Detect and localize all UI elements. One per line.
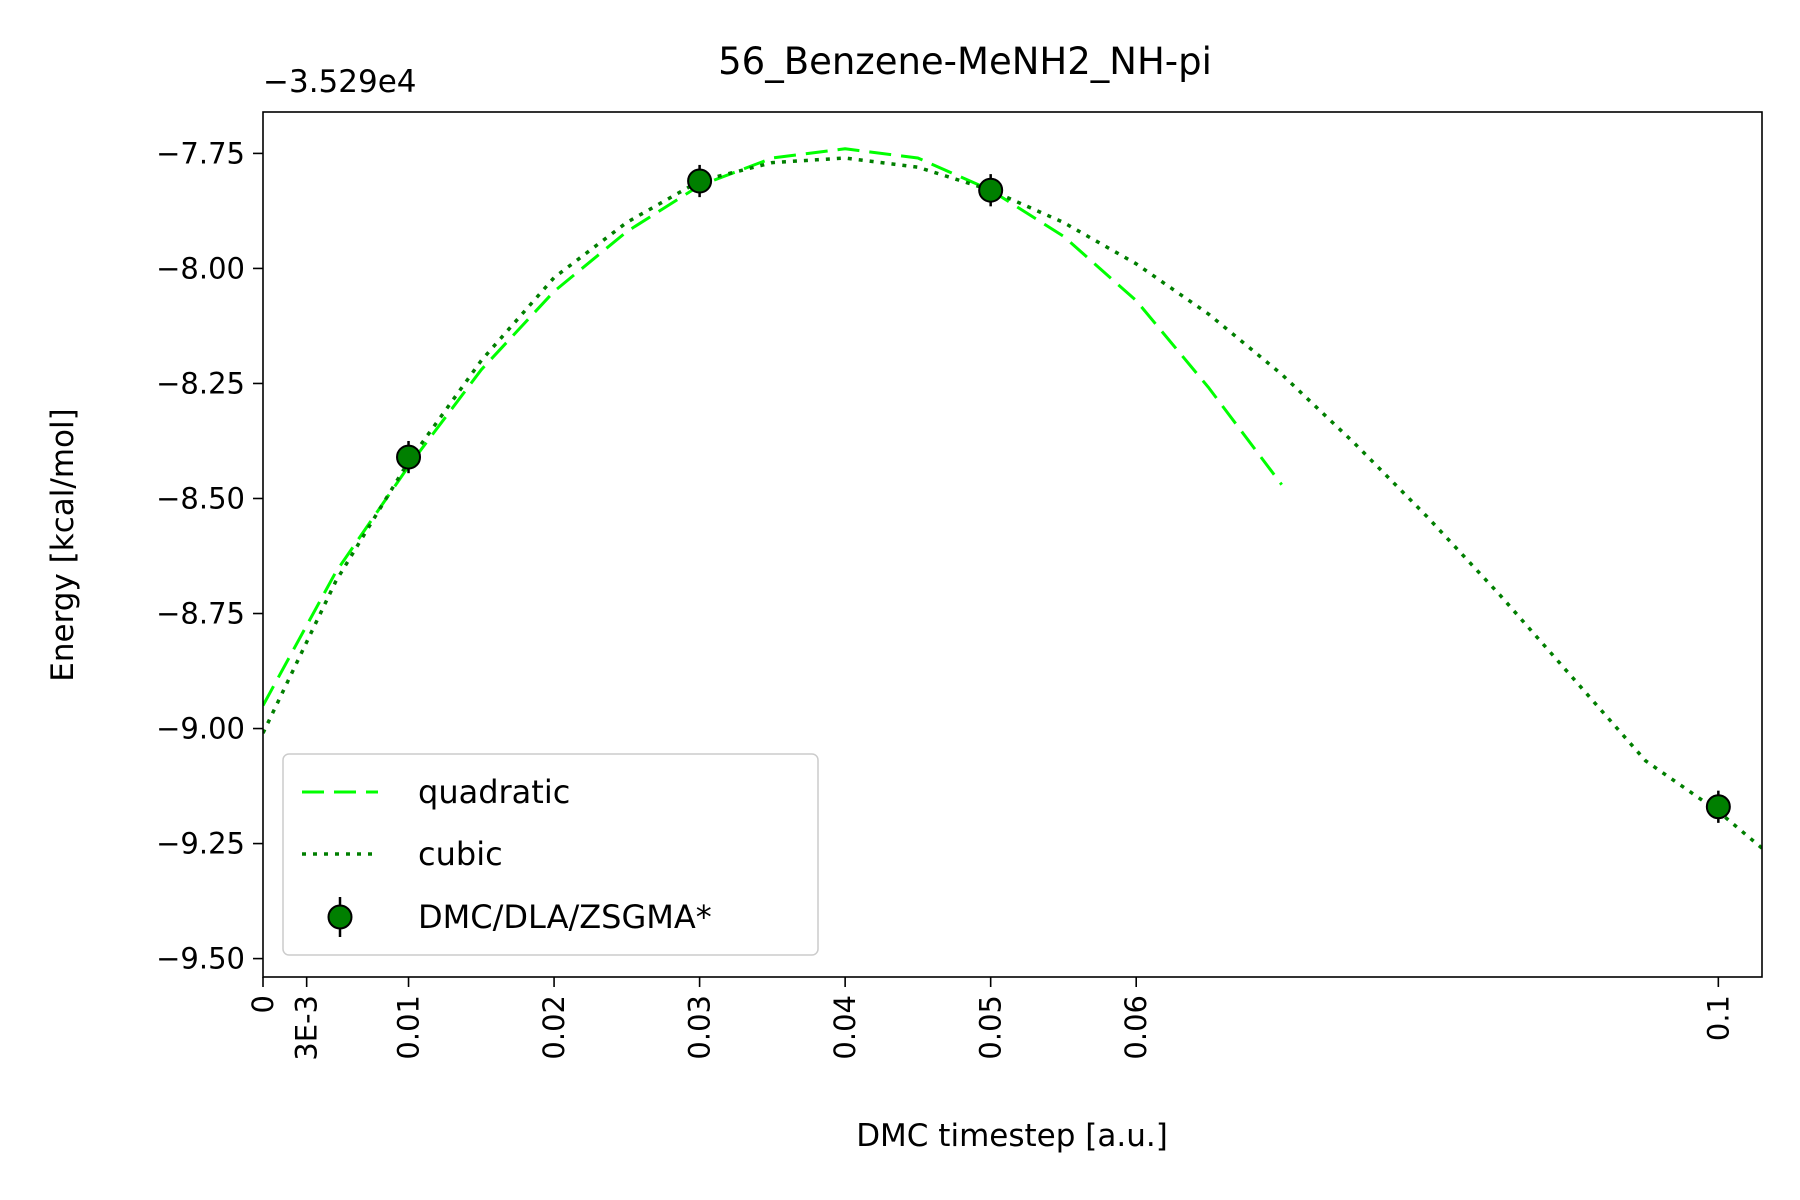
y-tick-label: −8.75 [156,597,245,631]
data-point [1705,794,1731,820]
legend-label-cubic: cubic [418,835,503,873]
y-axis: −7.75 −8.00 −8.25 −8.50 −8.75 −9.00 −9.25 −9.50 [156,136,263,976]
series-layer [263,147,1762,850]
legend-swatch-marker [327,904,353,930]
x-axis: 0 3E-3 0.01 0.02 0.03 0.04 0.05 0.06 0.1 [246,977,1735,1061]
data-point [396,444,422,470]
y-tick-label: −9.25 [156,827,245,861]
legend-label-quadratic: quadratic [418,773,570,811]
x-tick-label: 0.04 [828,995,862,1060]
plot-frame [262,111,1763,978]
x-tick-label: 3E-3 [290,995,324,1061]
y-tick-label: −9.50 [156,942,245,976]
x-tick-label: 0.01 [392,995,426,1060]
chart-title: 56_Benzene-MeNH2_NH-pi [718,40,1212,83]
x-axis-label: DMC timestep [a.u.] [856,1118,1168,1154]
y-axis-label: Energy [kcal/mol] [45,408,81,681]
points-layer [396,164,1731,823]
y-tick-label: −8.50 [156,481,245,515]
legend-box [282,753,819,956]
y-tick-label: −8.25 [156,366,245,400]
series-line-cubic [263,156,1762,850]
y-tick-label: −9.00 [156,712,245,746]
x-tick-label: 0.06 [1119,995,1153,1060]
legend: quadratic cubic DMC/DLA/ZSGMA* [282,753,819,956]
series-line-quadratic [263,147,1283,707]
y-tick-label: −7.75 [156,136,245,170]
y-offset-label: −3.529e4 [263,64,417,100]
data-point [978,177,1004,203]
x-tick-label: 0.05 [974,995,1008,1060]
x-tick-label: 0.1 [1701,995,1735,1041]
y-tick-label: −8.00 [156,251,245,285]
x-tick-label: 0.03 [683,995,717,1060]
legend-label-dmc: DMC/DLA/ZSGMA* [418,898,712,936]
x-tick-label: 0.02 [537,995,571,1060]
x-tick-label: 0 [246,995,280,1013]
data-point [687,168,713,194]
